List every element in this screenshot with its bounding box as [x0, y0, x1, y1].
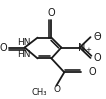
Text: N: N	[78, 42, 85, 53]
Text: O: O	[0, 42, 7, 53]
Text: CH₃: CH₃	[32, 88, 47, 97]
Text: HN: HN	[18, 50, 31, 59]
Text: O: O	[93, 32, 101, 42]
Text: O: O	[54, 85, 61, 94]
Text: O: O	[48, 8, 55, 18]
Text: +: +	[86, 48, 91, 53]
Text: HN: HN	[18, 38, 31, 47]
Text: −: −	[94, 31, 101, 40]
Text: O: O	[93, 53, 101, 63]
Text: O: O	[88, 67, 96, 77]
